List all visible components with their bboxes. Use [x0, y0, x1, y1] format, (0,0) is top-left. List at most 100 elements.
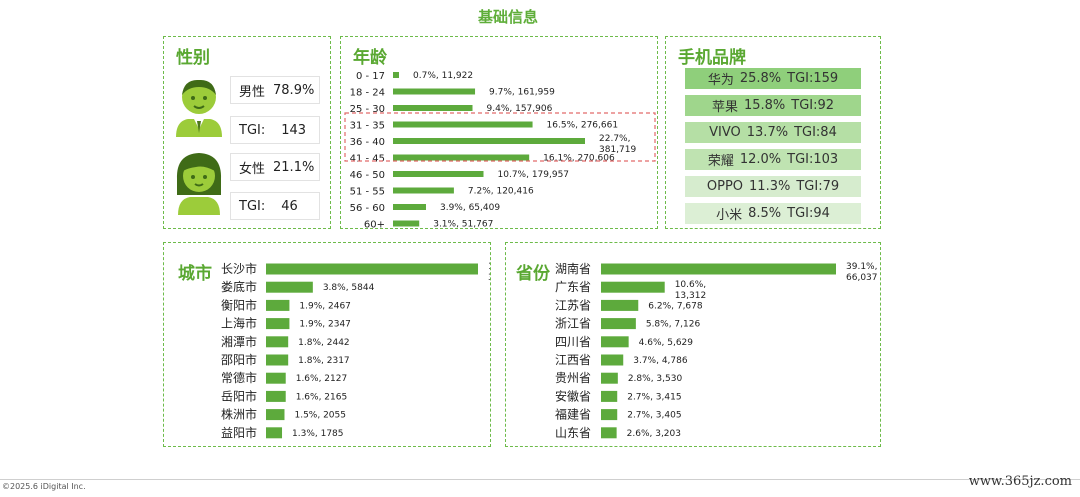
value-label: 10.7%, 179,957 — [498, 170, 570, 180]
brand-name: 荣耀 — [707, 154, 734, 169]
value-label: 2.6%, 3,203 — [627, 429, 681, 439]
brand-bar: 华为 25.8% TGI:159 — [685, 68, 861, 89]
category-label: 41 - 45 — [350, 154, 385, 165]
value-label: 3.9%, 65,409 — [440, 203, 500, 213]
brand-pct: 12.0% — [739, 152, 782, 167]
age-panel: 年龄 0 - 17 0.7%, 11,922 18 - 24 9.7%, 161,95… — [340, 36, 658, 229]
brand-name: 苹果 — [711, 100, 738, 115]
brand-pct: 13.7% — [746, 125, 789, 140]
brand-tgi: TGI:159 — [787, 71, 839, 86]
category-label: 岳阳市 — [221, 388, 257, 403]
value-label-line: 66,037 — [846, 273, 878, 283]
value-label: 17.2%,36751 — [488, 262, 490, 283]
footer-divider — [0, 479, 1080, 480]
value-label: 1.9%, 2347 — [299, 320, 351, 330]
value-label: 1.8%, 2317 — [298, 356, 350, 366]
brand-bar: 小米 8.5% TGI:94 — [685, 203, 861, 224]
male-pct: 78.9% — [273, 82, 315, 98]
value-label-line: 17.2%, — [488, 262, 490, 272]
female-label: 女性 — [239, 161, 266, 177]
value-label-line: 9.4%, 157,906 — [487, 104, 553, 114]
bar — [601, 336, 629, 348]
category-label: 衡阳市 — [221, 297, 257, 312]
value-label-line: 6.2%, 7,678 — [648, 301, 703, 311]
value-label: 2.7%, 3,405 — [627, 411, 681, 421]
value-label-line: 1.5%, 2055 — [294, 411, 346, 421]
city-chart: 长沙市 17.2%,36751 娄底市 3.8%, 5844 衡阳市 1.9%, 2467… — [221, 261, 490, 440]
brand-panel: 手机品牌 华为 25.8% TGI:159 苹果 15.8% TGI:92 VIVO 13.7… — [665, 36, 881, 229]
city-panel-title: 城市 — [178, 264, 212, 284]
male-tgi-box: TGI: 143 — [230, 116, 320, 144]
value-label: 7.2%, 120,416 — [468, 187, 534, 197]
brand-pct: 25.8% — [739, 71, 782, 86]
female-pct-box: 女性 21.1% — [230, 153, 320, 181]
bar — [266, 336, 289, 348]
value-label: 2.8%, 3,530 — [628, 374, 683, 384]
value-label-line: 7.2%, 120,416 — [468, 187, 534, 197]
category-label: 江苏省 — [555, 298, 591, 312]
female-tgi-label: TGI: — [239, 198, 266, 214]
bar — [266, 281, 313, 293]
value-label-line: 4.6%, 5,629 — [639, 338, 694, 348]
value-label-line: 2.6%, 3,203 — [627, 429, 681, 439]
male-tgi-label: TGI: — [239, 122, 266, 138]
value-label-line: 1.6%, 2165 — [296, 392, 348, 402]
category-label: 46 - 50 — [350, 170, 385, 181]
value-label-line: 0.7%, 11,922 — [413, 71, 473, 81]
footer-copyright: ©2025.6 iDigital Inc. — [2, 482, 86, 491]
brand-bar: VIVO 13.7% TGI:84 — [685, 122, 861, 143]
value-label-line: 3.9%, 65,409 — [440, 203, 500, 213]
male-avatar-icon — [176, 79, 222, 137]
value-label-line: 2.8%, 3,530 — [628, 374, 683, 384]
value-label-line: 36751 — [488, 273, 490, 283]
bar — [393, 121, 533, 128]
female-pct: 21.1% — [273, 159, 315, 175]
value-label-line: 1.3%, 1785 — [292, 429, 344, 439]
brand-pct: 11.3% — [749, 179, 791, 194]
value-label-line: 381,719 — [599, 145, 636, 155]
bar — [601, 409, 618, 421]
category-label: 51 - 55 — [350, 187, 385, 198]
male-tgi: 143 — [281, 122, 307, 138]
brand-tgi: TGI:103 — [787, 152, 839, 167]
value-label: 3.8%, 5844 — [323, 283, 375, 293]
value-label-line: 10.7%, 179,957 — [498, 170, 570, 180]
category-label: 邵阳市 — [221, 352, 257, 367]
brand-panel-title: 手机品牌 — [678, 48, 746, 68]
bar — [393, 138, 585, 144]
value-label-line: 13,312 — [675, 291, 707, 301]
male-pct-box: 男性 78.9% — [230, 76, 320, 104]
female-avatar-icon — [176, 153, 222, 215]
brand-tgi: TGI:94 — [787, 206, 830, 221]
bar — [601, 281, 665, 293]
category-label: 株洲市 — [221, 407, 257, 422]
category-label: 56 - 60 — [350, 203, 385, 214]
brand-name: 华为 — [707, 73, 734, 88]
category-label: 18 - 24 — [350, 88, 385, 99]
male-label: 男性 — [239, 84, 266, 100]
category-label: 36 - 40 — [350, 137, 385, 148]
bar — [601, 372, 618, 384]
value-label: 1.9%, 2467 — [299, 301, 351, 311]
value-label: 39.1%, 66,037 — [846, 262, 878, 283]
province-panel: 省份 湖南省 39.1%, 66,037 广东省 10.6%, 13,312 江苏省 6.2%… — [505, 242, 881, 447]
category-label: 娄底市 — [221, 279, 257, 294]
bar — [266, 263, 478, 275]
value-label: 9.4%, 157,906 — [487, 104, 553, 114]
value-label: 16.1%, 270,606 — [543, 154, 615, 164]
bar — [393, 72, 399, 78]
value-label-line: 1.6%, 2127 — [296, 374, 348, 384]
category-label: 四川省 — [555, 335, 591, 349]
value-label: 1.6%, 2165 — [296, 392, 348, 402]
value-label-line: 1.9%, 2347 — [299, 320, 351, 330]
gender-panel-title: 性别 — [176, 48, 210, 68]
value-label-line: 39.1%, — [846, 262, 877, 272]
value-label-line: 9.7%, 161,959 — [489, 88, 555, 98]
value-label-line: 10.6%, — [675, 280, 706, 290]
value-label: 10.6%, 13,312 — [675, 280, 707, 301]
footer-watermark: www.365jz.com — [968, 474, 1072, 489]
province-chart: 湖南省 39.1%, 66,037 广东省 10.6%, 13,312 江苏省 6.2%, 7… — [555, 261, 878, 440]
category-label: 长沙市 — [221, 261, 257, 276]
province-panel-title: 省份 — [516, 264, 550, 284]
value-label-line: 5.8%, 7,126 — [646, 320, 701, 330]
